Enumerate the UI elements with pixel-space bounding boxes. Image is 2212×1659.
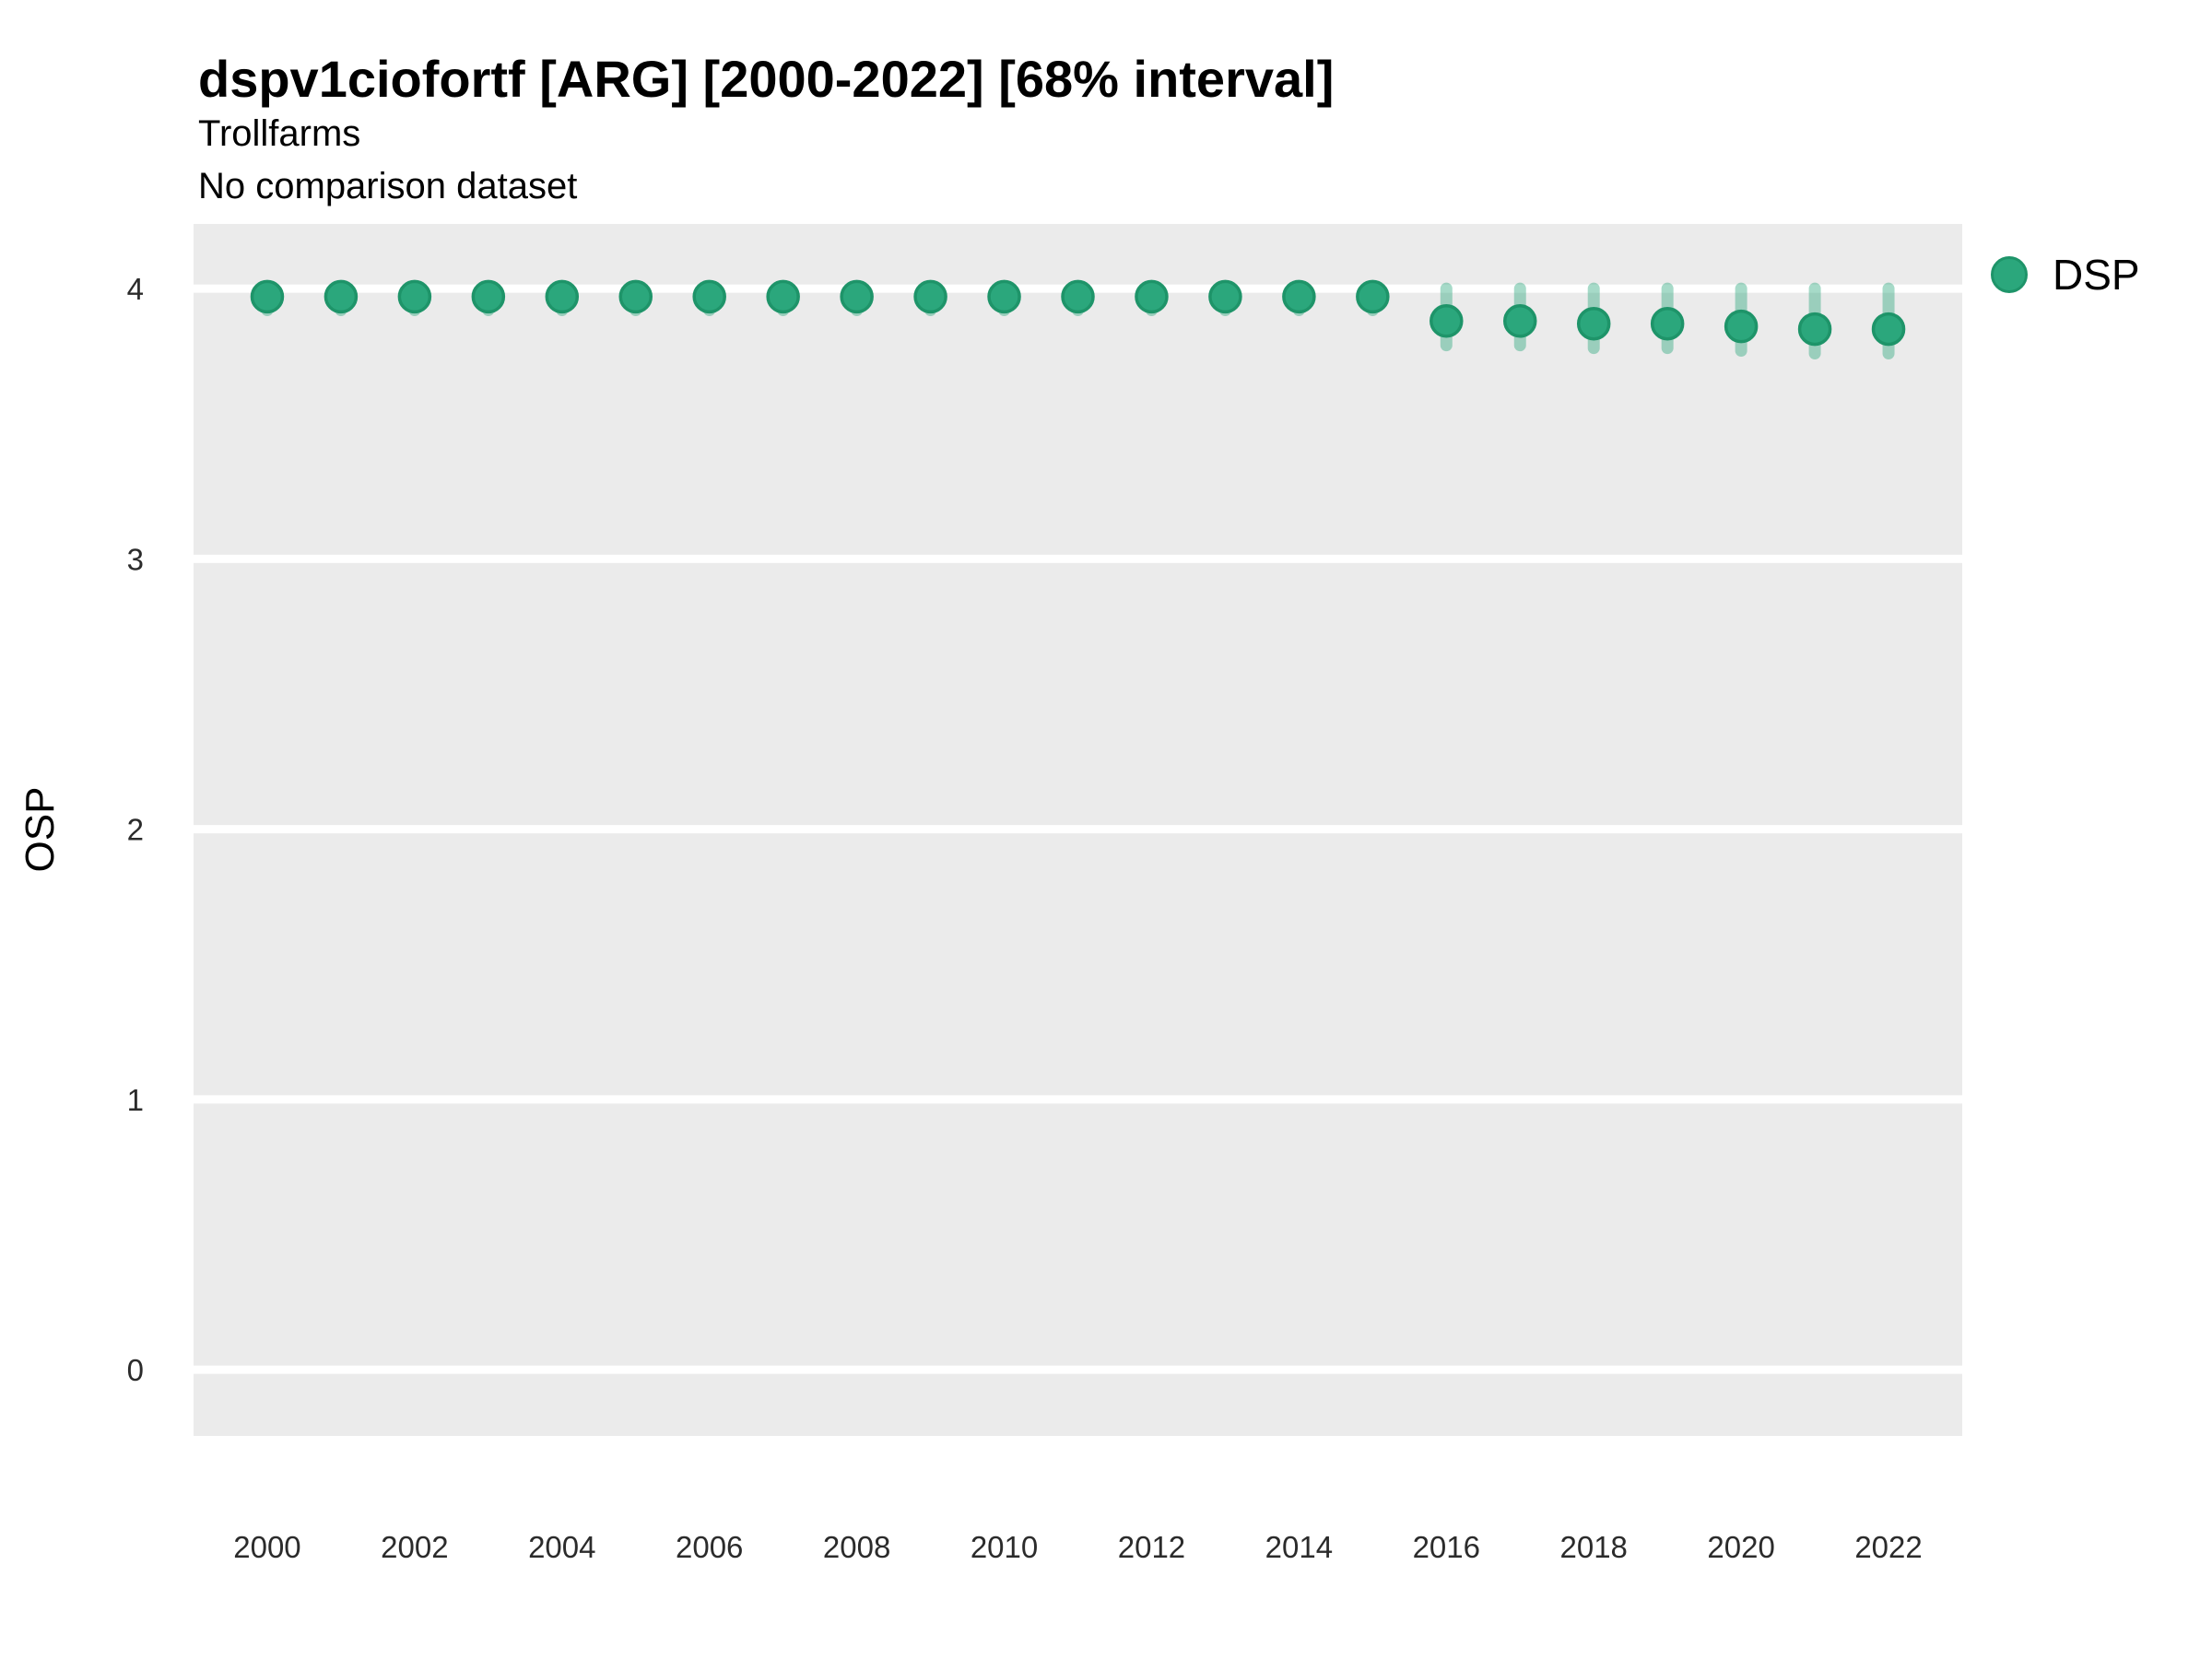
x-tick-label: 2022	[1854, 1530, 1922, 1564]
comparison-note: No comparison dataset	[198, 166, 577, 206]
points-layer	[250, 279, 1906, 347]
y-tick-label: 1	[127, 1083, 144, 1117]
y-tick-label: 3	[127, 542, 144, 576]
x-tick-label: 2014	[1265, 1530, 1333, 1564]
y-tick-label: 0	[127, 1353, 144, 1387]
data-point	[471, 279, 506, 314]
data-point	[545, 279, 580, 314]
legend-swatch-circle	[1991, 256, 2028, 293]
data-point	[1282, 279, 1316, 314]
x-tick-label: 2020	[1707, 1530, 1774, 1564]
data-point	[250, 279, 285, 314]
gridlines-layer	[194, 284, 1962, 1374]
x-tick-label: 2004	[528, 1530, 595, 1564]
data-point	[1871, 312, 1906, 347]
data-point	[1061, 279, 1095, 314]
data-point	[618, 279, 653, 314]
legend-item-label: DSP	[2053, 251, 2140, 299]
data-point	[397, 279, 432, 314]
data-point	[692, 279, 726, 314]
data-point	[1208, 279, 1242, 314]
x-tick-label: 2002	[381, 1530, 448, 1564]
data-point	[1650, 306, 1685, 341]
chart-subtitle: Trollfarms	[198, 113, 360, 154]
x-tick-label: 2006	[676, 1530, 743, 1564]
y-axis-title: OSP	[18, 787, 63, 873]
data-point	[1135, 279, 1169, 314]
y-tick-label: 2	[127, 813, 144, 847]
data-point	[840, 279, 874, 314]
x-tick-label: 2010	[971, 1530, 1038, 1564]
data-point	[324, 279, 359, 314]
data-point	[913, 279, 947, 314]
data-point	[1576, 306, 1611, 341]
data-point	[1797, 312, 1832, 347]
legend: DSP	[1991, 251, 2140, 299]
data-point	[1503, 304, 1537, 338]
chart-title: dspv1ciofortf [ARG] [2000-2022] [68% int…	[198, 50, 1334, 108]
x-tick-label: 2008	[823, 1530, 890, 1564]
x-tick-label: 2016	[1413, 1530, 1480, 1564]
data-point	[1430, 304, 1464, 338]
x-tick-labels: 2000 2002 2004 2006 2008 2010 2012 2014 2016 2018…	[233, 1530, 1923, 1564]
data-point	[987, 279, 1021, 314]
data-point	[766, 279, 800, 314]
y-tick-label: 4	[127, 272, 144, 306]
data-point	[1356, 279, 1390, 314]
x-tick-label: 2018	[1559, 1530, 1627, 1564]
data-point	[1724, 309, 1759, 344]
y-tick-labels: 0 1 2 3 4	[127, 272, 144, 1387]
x-tick-label: 2000	[233, 1530, 300, 1564]
x-tick-label: 2012	[1118, 1530, 1185, 1564]
